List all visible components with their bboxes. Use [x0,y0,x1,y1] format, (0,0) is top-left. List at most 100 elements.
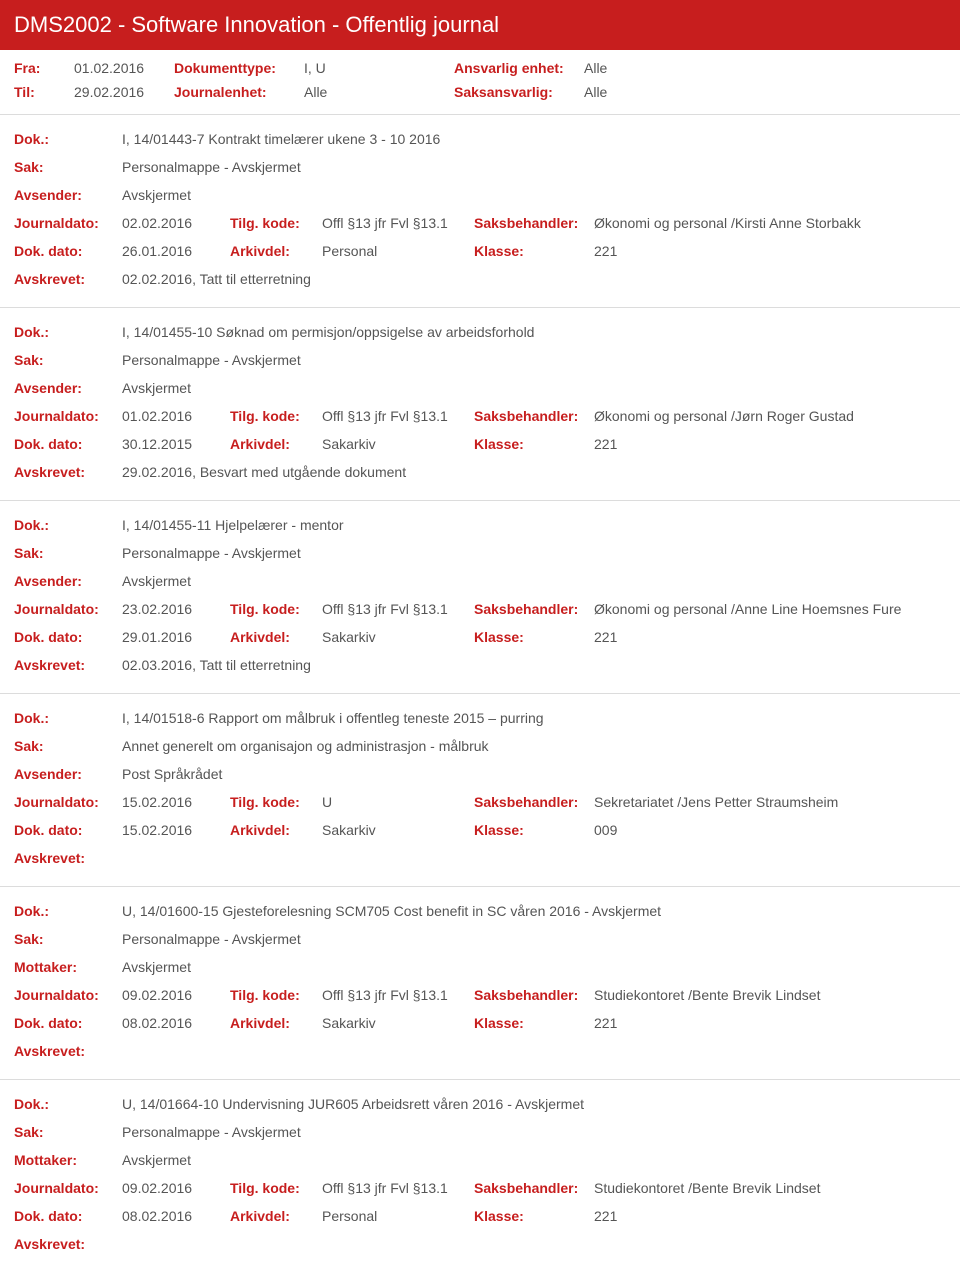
journaldato-value: 09.02.2016 [122,1180,230,1196]
dok-label: Dok.: [14,903,122,919]
avskrevet-label: Avskrevet: [14,657,122,673]
journaldato-label: Journaldato: [14,215,122,231]
tilgkode-value: U [322,794,474,810]
sak-label: Sak: [14,1124,122,1140]
arkivdel-value: Sakarkiv [322,1015,474,1031]
journalenhet-value: Alle [304,84,454,100]
party-label: Avsender: [14,766,122,782]
journaldato-value: 01.02.2016 [122,408,230,424]
arkivdel-label: Arkivdel: [230,1208,322,1224]
sak-value: Personalmappe - Avskjermet [122,931,301,947]
journaldato-value: 02.02.2016 [122,215,230,231]
sak-label: Sak: [14,931,122,947]
dokdato-value: 26.01.2016 [122,243,230,259]
saksbehandler-value: Økonomi og personal /Kirsti Anne Storbak… [594,215,946,231]
journal-entry: Dok.:U, 14/01600-15 Gjesteforelesning SC… [0,886,960,1079]
klasse-label: Klasse: [474,629,594,645]
journaldato-value: 09.02.2016 [122,987,230,1003]
dokdato-label: Dok. dato: [14,436,122,452]
doktype-value: I, U [304,60,454,76]
party-value: Avskjermet [122,573,191,589]
klasse-value: 221 [594,1015,946,1031]
klasse-value: 221 [594,243,946,259]
filter-row-2: Til: 29.02.2016 Journalenhet: Alle Saksa… [0,80,960,104]
journal-entry: Dok.:I, 14/01443-7 Kontrakt timelærer uk… [0,114,960,307]
avskrevet-label: Avskrevet: [14,271,122,287]
klasse-label: Klasse: [474,1208,594,1224]
ansvarlig-label: Ansvarlig enhet: [454,60,584,76]
avskrevet-value: 02.02.2016, Tatt til etterretning [122,271,311,287]
klasse-value: 009 [594,822,946,838]
tilgkode-label: Tilg. kode: [230,408,322,424]
sak-value: Personalmappe - Avskjermet [122,352,301,368]
journaldato-value: 23.02.2016 [122,601,230,617]
klasse-label: Klasse: [474,822,594,838]
saksbehandler-value: Økonomi og personal /Anne Line Hoemsnes … [594,601,946,617]
dok-label: Dok.: [14,1096,122,1112]
avskrevet-label: Avskrevet: [14,850,122,866]
saksbehandler-label: Saksbehandler: [474,794,594,810]
ansvarlig-value: Alle [584,60,607,76]
party-value: Avskjermet [122,1152,191,1168]
dok-label: Dok.: [14,710,122,726]
saksbehandler-value: Sekretariatet /Jens Petter Straumsheim [594,794,946,810]
sak-label: Sak: [14,738,122,754]
avskrevet-label: Avskrevet: [14,464,122,480]
arkivdel-value: Personal [322,243,474,259]
til-value: 29.02.2016 [74,84,174,100]
tilgkode-value: Offl §13 jfr Fvl §13.1 [322,1180,474,1196]
dokdato-value: 15.02.2016 [122,822,230,838]
dokdato-label: Dok. dato: [14,629,122,645]
dokdato-label: Dok. dato: [14,1208,122,1224]
tilgkode-value: Offl §13 jfr Fvl §13.1 [322,408,474,424]
arkivdel-label: Arkivdel: [230,436,322,452]
dokdato-label: Dok. dato: [14,243,122,259]
avskrevet-value: 02.03.2016, Tatt til etterretning [122,657,311,673]
party-value: Post Språkrådet [122,766,222,782]
dok-value: I, 14/01518-6 Rapport om målbruk i offen… [122,710,544,726]
filter-block: Fra: 01.02.2016 Dokumenttype: I, U Ansva… [0,50,960,114]
arkivdel-label: Arkivdel: [230,629,322,645]
tilgkode-label: Tilg. kode: [230,1180,322,1196]
journal-entry: Dok.:I, 14/01518-6 Rapport om målbruk i … [0,693,960,886]
sak-value: Personalmappe - Avskjermet [122,1124,301,1140]
party-label: Avsender: [14,187,122,203]
arkivdel-value: Personal [322,1208,474,1224]
dokdato-value: 08.02.2016 [122,1208,230,1224]
dok-value: U, 14/01600-15 Gjesteforelesning SCM705 … [122,903,661,919]
til-label: Til: [14,84,74,100]
journalenhet-label: Journalenhet: [174,84,304,100]
avskrevet-label: Avskrevet: [14,1043,122,1059]
page-title: DMS2002 - Software Innovation - Offentli… [0,0,960,50]
dokdato-value: 29.01.2016 [122,629,230,645]
klasse-value: 221 [594,436,946,452]
party-label: Mottaker: [14,959,122,975]
tilgkode-label: Tilg. kode: [230,794,322,810]
sak-label: Sak: [14,352,122,368]
klasse-label: Klasse: [474,1015,594,1031]
fra-value: 01.02.2016 [74,60,174,76]
saksbehandler-label: Saksbehandler: [474,987,594,1003]
saksbehandler-value: Studiekontoret /Bente Brevik Lindset [594,987,946,1003]
tilgkode-label: Tilg. kode: [230,601,322,617]
journal-entry: Dok.:I, 14/01455-11 Hjelpelærer - mentor… [0,500,960,693]
dok-label: Dok.: [14,131,122,147]
sak-label: Sak: [14,159,122,175]
saksbehandler-label: Saksbehandler: [474,601,594,617]
arkivdel-value: Sakarkiv [322,822,474,838]
party-label: Avsender: [14,573,122,589]
party-value: Avskjermet [122,187,191,203]
saksbehandler-value: Økonomi og personal /Jørn Roger Gustad [594,408,946,424]
sak-value: Personalmappe - Avskjermet [122,159,301,175]
avskrevet-label: Avskrevet: [14,1236,122,1252]
tilgkode-value: Offl §13 jfr Fvl §13.1 [322,601,474,617]
klasse-label: Klasse: [474,243,594,259]
klasse-value: 221 [594,629,946,645]
saksbehandler-label: Saksbehandler: [474,408,594,424]
klasse-label: Klasse: [474,436,594,452]
tilgkode-label: Tilg. kode: [230,215,322,231]
saksansvarlig-label: Saksansvarlig: [454,84,584,100]
tilgkode-value: Offl §13 jfr Fvl §13.1 [322,987,474,1003]
dok-value: I, 14/01443-7 Kontrakt timelærer ukene 3… [122,131,440,147]
journaldato-value: 15.02.2016 [122,794,230,810]
